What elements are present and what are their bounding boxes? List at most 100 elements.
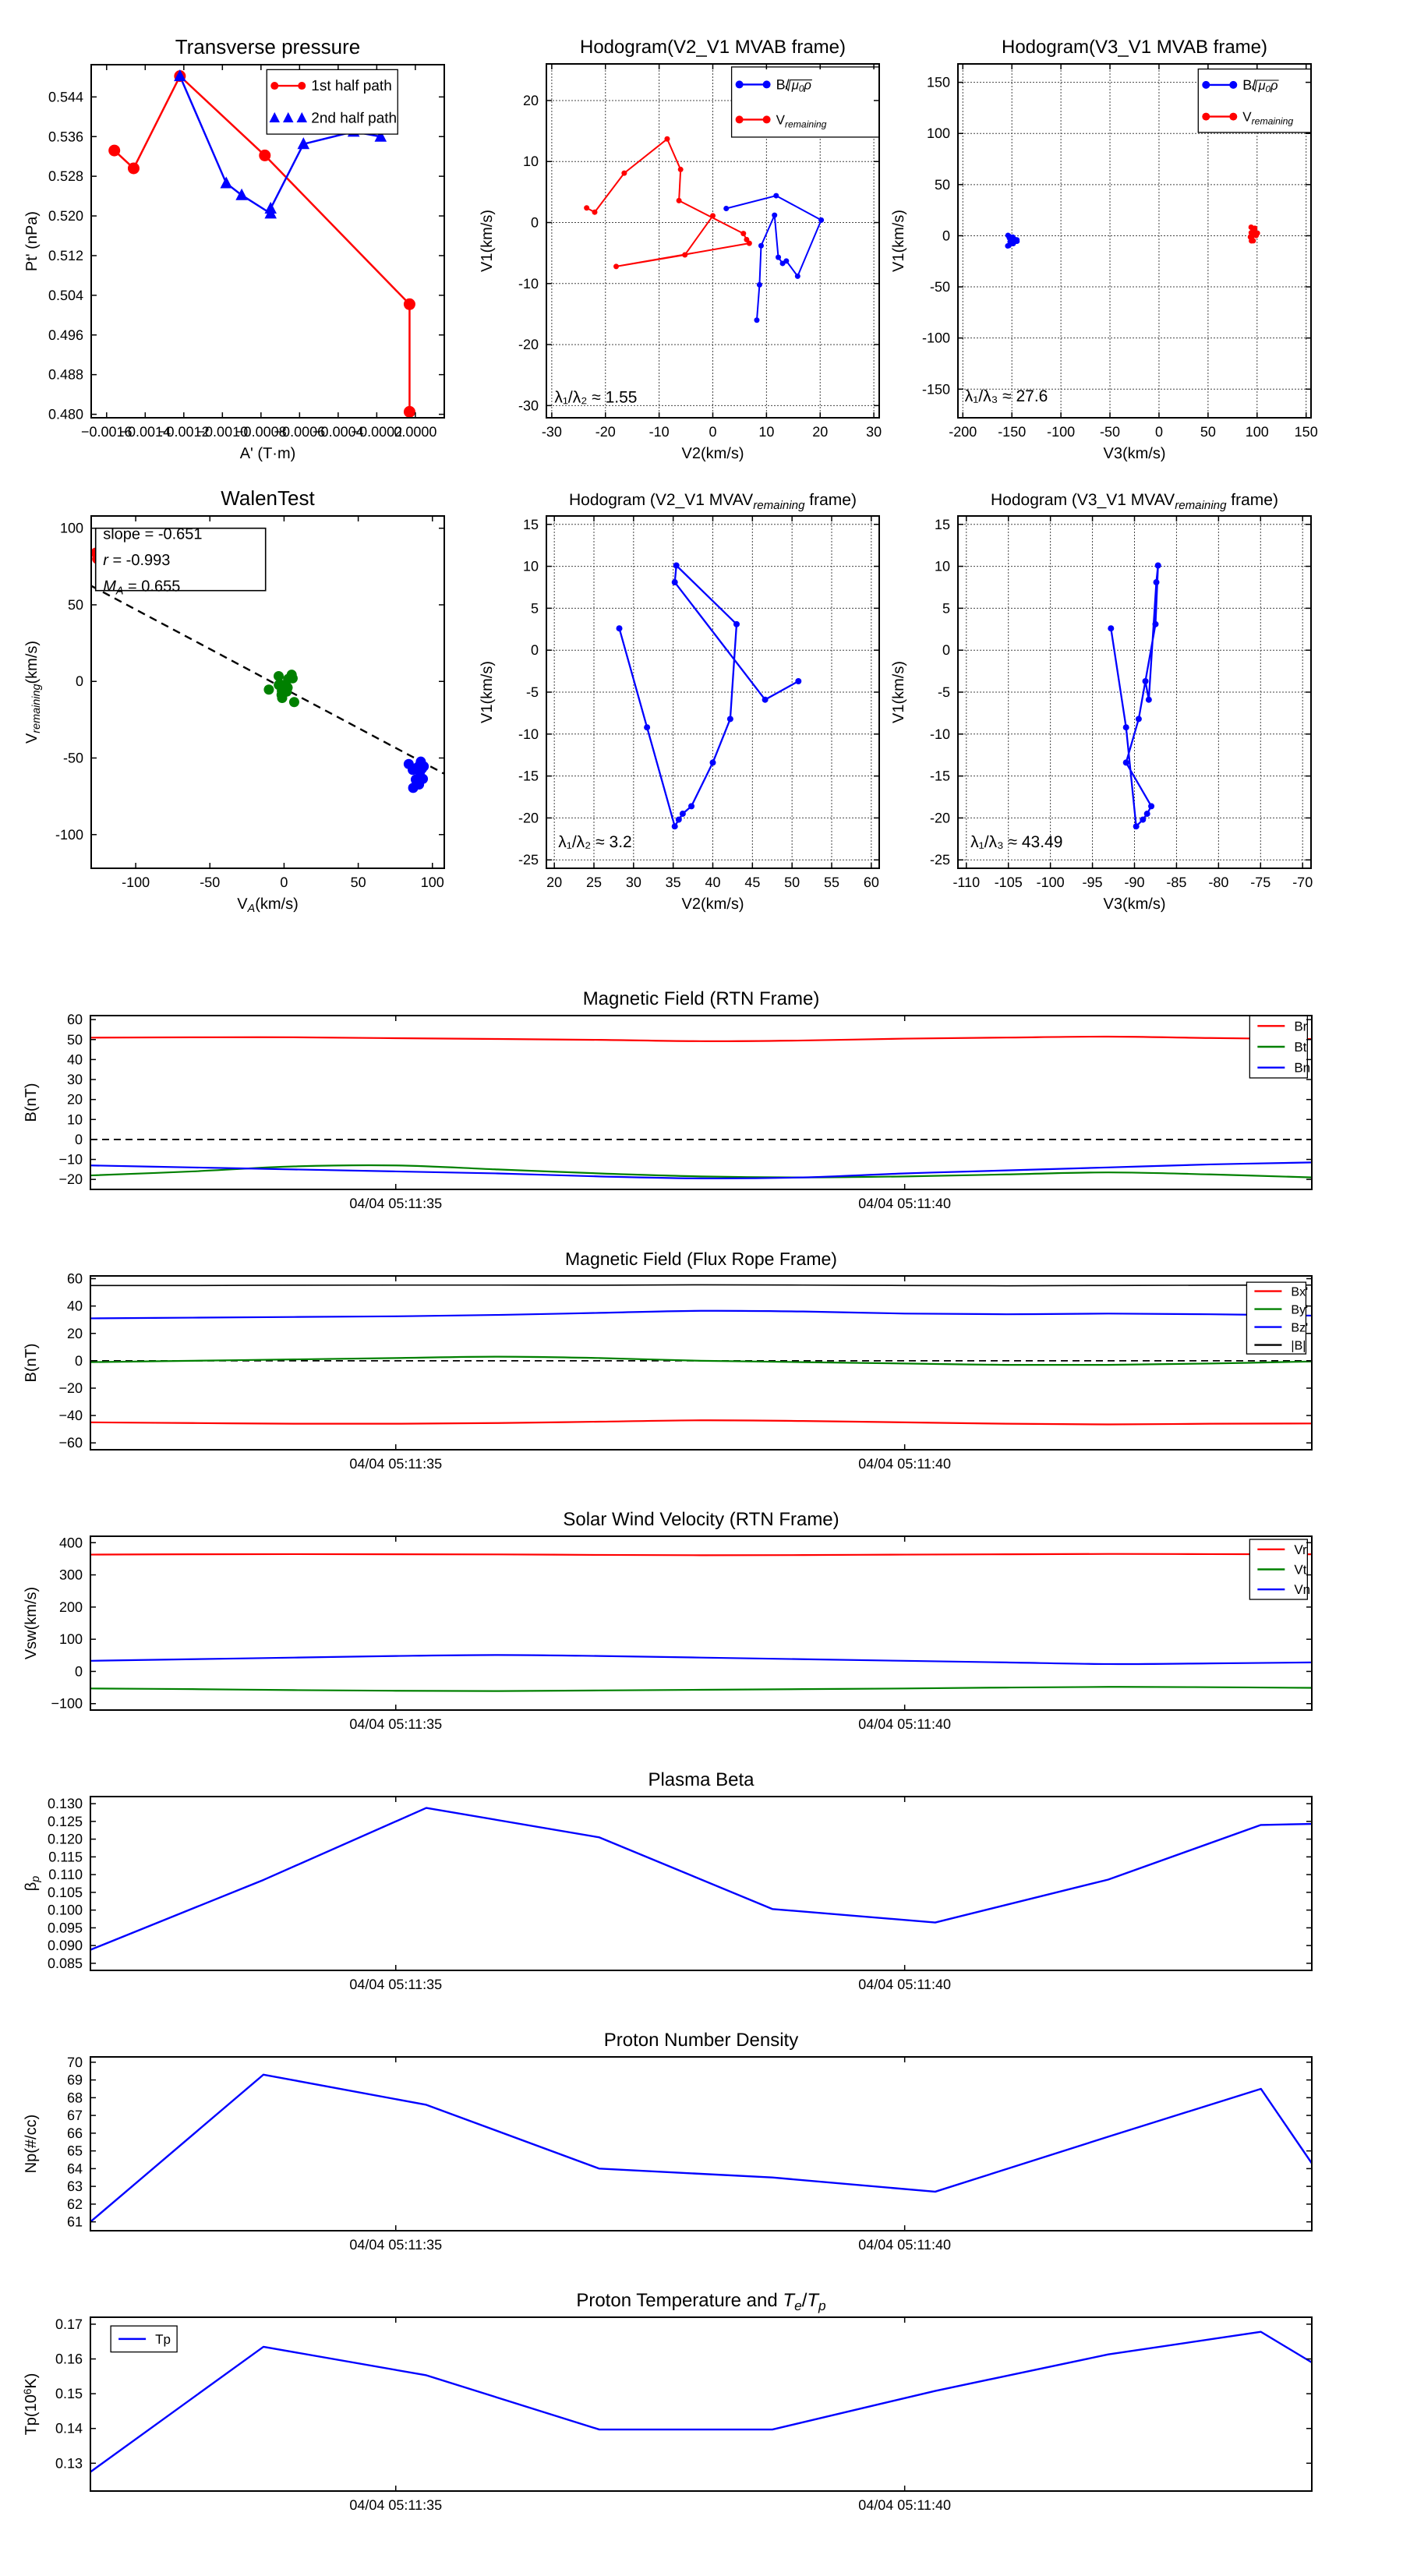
svg-text:A' (T·m): A' (T·m) xyxy=(240,445,296,462)
svg-text:-150: -150 xyxy=(922,381,950,397)
svg-text:100: 100 xyxy=(60,521,83,536)
svg-text:04/04 05:11:40: 04/04 05:11:40 xyxy=(858,1977,951,1992)
svg-text:150: 150 xyxy=(927,75,950,90)
svg-text:-10: -10 xyxy=(518,726,539,742)
svg-text:0.544: 0.544 xyxy=(48,89,83,104)
svg-text:λ₁/λ₃ ≈ 43.49: λ₁/λ₃ ≈ 43.49 xyxy=(970,833,1062,851)
svg-text:B/: B/ xyxy=(1242,77,1256,93)
svg-text:-150: -150 xyxy=(998,424,1026,440)
svg-text:04/04 05:11:40: 04/04 05:11:40 xyxy=(858,2497,951,2513)
svg-text:04/04 05:11:40: 04/04 05:11:40 xyxy=(858,1196,951,1211)
svg-text:0.090: 0.090 xyxy=(48,1938,83,1953)
svg-text:−40: −40 xyxy=(58,1408,83,1423)
svg-text:10: 10 xyxy=(523,559,539,574)
svg-text:Pt' (nPa): Pt' (nPa) xyxy=(23,211,41,271)
svg-text:-15: -15 xyxy=(518,769,539,784)
svg-text:50: 50 xyxy=(1200,424,1216,440)
svg-text:-200: -200 xyxy=(949,424,977,440)
svg-text:35: 35 xyxy=(666,875,681,890)
svg-text:04/04 05:11:40: 04/04 05:11:40 xyxy=(858,2237,951,2253)
svg-text:0.100: 0.100 xyxy=(48,1903,83,1918)
svg-text:100: 100 xyxy=(927,125,950,141)
svg-text:V1(km/s): V1(km/s) xyxy=(479,210,496,272)
svg-text:04/04 05:11:35: 04/04 05:11:35 xyxy=(349,2497,442,2513)
svg-text:-20: -20 xyxy=(595,424,616,440)
svg-text:Proton Number Density: Proton Number Density xyxy=(604,2030,798,2051)
svg-text:B/: B/ xyxy=(776,76,790,92)
svg-text:50: 50 xyxy=(784,875,800,890)
svg-text:B(nT): B(nT) xyxy=(23,1344,40,1383)
svg-text:04/04 05:11:35: 04/04 05:11:35 xyxy=(349,2237,442,2253)
svg-text:100: 100 xyxy=(1246,424,1269,440)
svg-text:0.504: 0.504 xyxy=(48,288,83,303)
svg-text:V2(km/s): V2(km/s) xyxy=(682,445,744,462)
svg-text:04/04 05:11:40: 04/04 05:11:40 xyxy=(858,1456,951,1472)
svg-text:VA(km/s): VA(km/s) xyxy=(237,896,299,915)
svg-text:50: 50 xyxy=(351,875,366,890)
svg-text:Vsw(km/s): Vsw(km/s) xyxy=(23,1587,40,1659)
svg-text:By': By' xyxy=(1291,1304,1308,1317)
svg-text:-50: -50 xyxy=(63,751,83,766)
svg-text:04/04 05:11:35: 04/04 05:11:35 xyxy=(349,1456,442,1472)
svg-text:0: 0 xyxy=(280,875,288,890)
svg-text:63: 63 xyxy=(67,2178,83,2194)
svg-text:04/04 05:11:35: 04/04 05:11:35 xyxy=(349,1196,442,1211)
svg-text:-100: -100 xyxy=(922,330,950,346)
svg-text:61: 61 xyxy=(67,2214,83,2230)
svg-text:-10: -10 xyxy=(930,726,950,742)
svg-text:0: 0 xyxy=(1155,424,1163,440)
svg-text:-85: -85 xyxy=(1166,875,1186,890)
svg-text:400: 400 xyxy=(59,1535,83,1550)
svg-text:0.512: 0.512 xyxy=(48,248,83,263)
svg-text:30: 30 xyxy=(626,875,641,890)
svg-text:0.0000: 0.0000 xyxy=(394,424,436,440)
svg-text:0.085: 0.085 xyxy=(48,1956,83,1971)
svg-text:Hodogram (V2_V1 MVAVremaining: Hodogram (V2_V1 MVAVremaining frame) xyxy=(569,491,857,512)
svg-text:20: 20 xyxy=(546,875,562,890)
svg-text:-20: -20 xyxy=(518,337,539,352)
svg-text:40: 40 xyxy=(67,1299,83,1314)
svg-text:−60: −60 xyxy=(58,1435,83,1451)
svg-text:0.528: 0.528 xyxy=(48,168,83,184)
svg-text:100: 100 xyxy=(59,1631,83,1647)
svg-text:-90: -90 xyxy=(1124,875,1144,890)
svg-text:-25: -25 xyxy=(930,852,950,868)
svg-text:Vr: Vr xyxy=(1294,1542,1307,1557)
svg-text:0: 0 xyxy=(709,424,716,440)
svg-text:−20: −20 xyxy=(58,1380,83,1396)
svg-text:64: 64 xyxy=(67,2161,83,2176)
svg-text:04/04 05:11:35: 04/04 05:11:35 xyxy=(349,1716,442,1732)
svg-text:Bt: Bt xyxy=(1294,1040,1306,1055)
svg-text:-25: -25 xyxy=(518,852,539,868)
svg-text:Bz': Bz' xyxy=(1291,1322,1308,1335)
svg-text:5: 5 xyxy=(942,600,950,616)
svg-text:55: 55 xyxy=(824,875,839,890)
svg-text:Bx': Bx' xyxy=(1291,1286,1308,1299)
svg-text:-5: -5 xyxy=(938,684,950,700)
svg-text:25: 25 xyxy=(586,875,602,890)
svg-text:-100: -100 xyxy=(55,827,83,843)
svg-text:Hodogram(V3_V1 MVAB frame): Hodogram(V3_V1 MVAB frame) xyxy=(1002,37,1267,58)
svg-text:100: 100 xyxy=(421,875,444,890)
svg-text:0.110: 0.110 xyxy=(48,1867,83,1882)
svg-text:V1(km/s): V1(km/s) xyxy=(479,661,496,723)
svg-text:λ₁/λ₂ ≈ 1.55: λ₁/λ₂ ≈ 1.55 xyxy=(554,388,637,406)
svg-text:−100: −100 xyxy=(51,1696,83,1712)
svg-text:60: 60 xyxy=(67,1271,83,1287)
svg-text:40: 40 xyxy=(705,875,720,890)
svg-text:60: 60 xyxy=(864,875,879,890)
svg-text:20: 20 xyxy=(812,424,828,440)
svg-text:60: 60 xyxy=(67,1012,83,1027)
svg-text:0: 0 xyxy=(531,215,539,231)
svg-text:15: 15 xyxy=(935,517,950,532)
svg-text:0.520: 0.520 xyxy=(48,208,83,224)
svg-text:70: 70 xyxy=(67,2055,83,2070)
svg-text:−10: −10 xyxy=(58,1152,83,1168)
svg-text:-30: -30 xyxy=(542,424,562,440)
svg-text:0.095: 0.095 xyxy=(48,1920,83,1935)
svg-text:20: 20 xyxy=(523,93,539,108)
svg-text:0.488: 0.488 xyxy=(48,367,83,383)
svg-text:Solar Wind Velocity (RTN Frame: Solar Wind Velocity (RTN Frame) xyxy=(563,1509,839,1530)
svg-text:1st half path: 1st half path xyxy=(311,78,392,94)
svg-text:20: 20 xyxy=(67,1326,83,1341)
